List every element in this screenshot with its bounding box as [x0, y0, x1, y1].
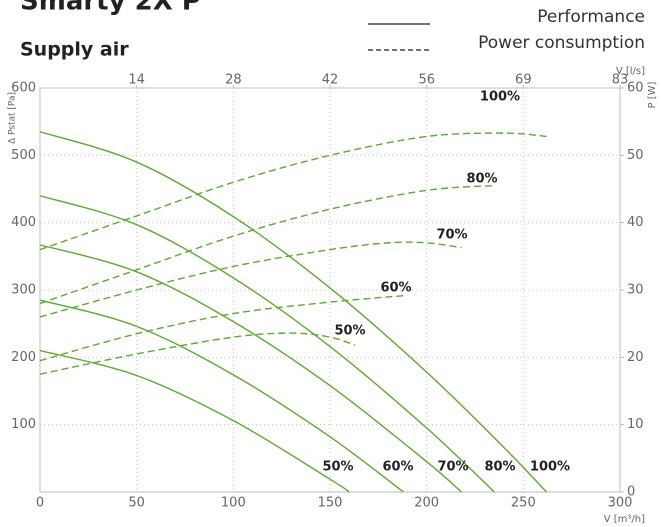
series-line [39, 294, 408, 362]
y2-tick-label: 10 [627, 417, 644, 432]
series-label: 80% [484, 460, 515, 475]
y-tick-label: 600 [11, 81, 36, 96]
x2-tick-label: 69 [515, 73, 532, 88]
x2-tick-label: 28 [225, 73, 242, 88]
chart-subtitle: Supply air [20, 39, 129, 61]
y-axis-label: Δ Pstat [Pa] [8, 92, 18, 144]
y-tick-label: 500 [11, 148, 36, 163]
x-tick-label: 100 [221, 496, 246, 511]
series-label: 100% [480, 90, 520, 105]
series-label: 70% [436, 228, 467, 243]
series-line [39, 132, 547, 251]
chart-title: Smarty 2X P [20, 0, 201, 17]
series-line [39, 332, 356, 375]
series-line [39, 195, 495, 493]
series-label: 80% [466, 172, 497, 187]
x2-tick-label: 83 [612, 73, 629, 88]
series-label: 50% [334, 324, 365, 339]
x2-tick-label: 14 [128, 73, 145, 88]
series-line [39, 349, 350, 493]
legend-label: Power consumption [478, 33, 645, 53]
series-line [39, 299, 404, 493]
series-label: 100% [530, 460, 570, 475]
y2-tick-label: 50 [627, 148, 644, 163]
series-label: 50% [322, 460, 353, 475]
y2-tick-label: 30 [627, 283, 644, 298]
y2-tick-label: 40 [627, 215, 644, 230]
x2-tick-label: 56 [418, 73, 435, 88]
legend-label: Performance [537, 7, 645, 27]
series-line [39, 244, 462, 493]
x2-axis-label: V [l/s] [616, 66, 645, 77]
y-tick-label: 300 [11, 283, 36, 298]
y2-tick-label: 0 [627, 485, 635, 500]
series-label: 70% [437, 460, 468, 475]
series-label: 60% [382, 460, 413, 475]
y2-tick-label: 20 [627, 350, 644, 365]
x-tick-label: 250 [511, 496, 536, 511]
y-tick-label: 200 [11, 350, 36, 365]
y2-axis-label: P [W] [647, 81, 658, 108]
x-tick-label: 300 [608, 496, 633, 511]
x2-tick-label: 42 [322, 73, 339, 88]
x-tick-label: 200 [414, 496, 439, 511]
x-tick-label: 50 [128, 496, 145, 511]
y2-tick-label: 60 [627, 81, 644, 96]
y-tick-label: 100 [11, 417, 36, 432]
x-axis-label: V [m³/h] [604, 514, 645, 525]
y-tick-label: 400 [11, 215, 36, 230]
x-tick-label: 150 [318, 496, 343, 511]
series-label: 60% [380, 281, 411, 296]
x-tick-label: 0 [36, 496, 44, 511]
series-line [39, 131, 548, 493]
series-line [39, 241, 462, 318]
